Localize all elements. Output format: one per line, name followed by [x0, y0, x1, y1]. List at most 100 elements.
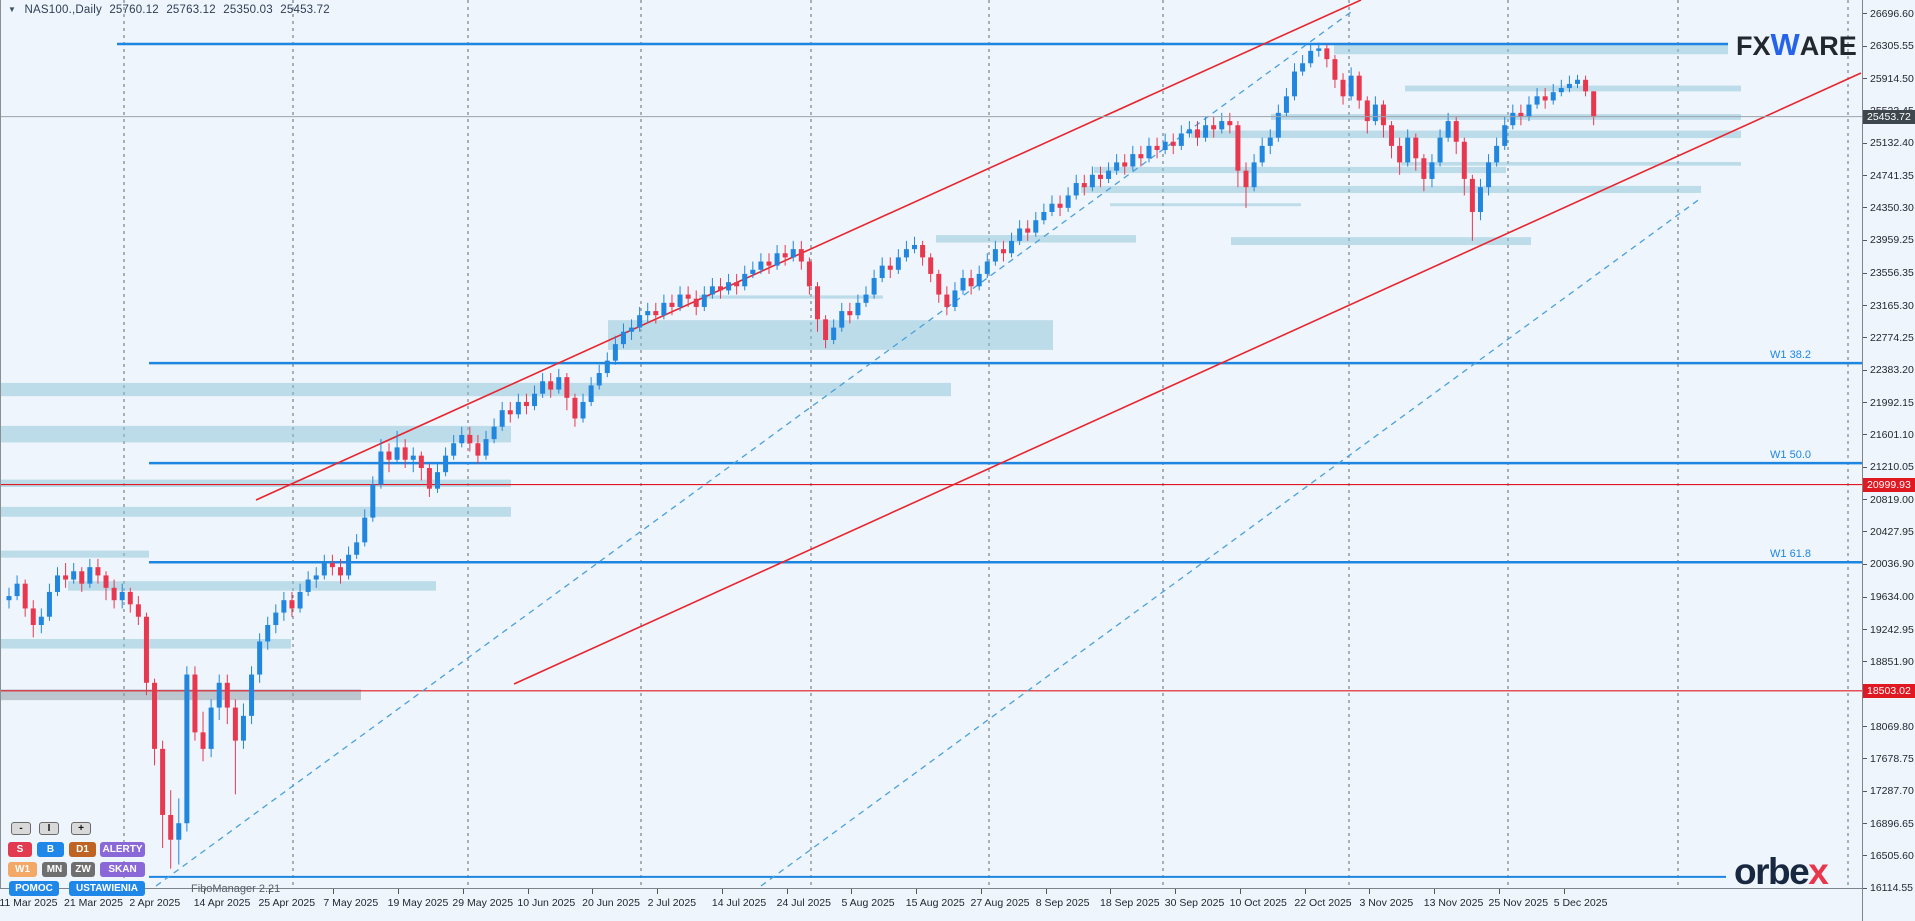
candle-body [1558, 88, 1564, 93]
candle-body [1283, 96, 1289, 113]
supply-demand-zone[interactable] [1094, 166, 1506, 174]
toolbar-button-pomoc[interactable]: POMOC [9, 881, 59, 896]
candle-body [871, 278, 877, 295]
dashed-trend-line[interactable] [760, 197, 1702, 887]
price-label: 20427.95 [1870, 525, 1914, 538]
price-axis[interactable]: 26696.6026305.5525914.5025523.4525132.40… [1862, 0, 1915, 921]
candle-body [823, 319, 829, 340]
date-tick [1434, 889, 1435, 894]
toolbar-button-zw[interactable]: ZW [71, 862, 95, 877]
candle-body [362, 517, 368, 543]
date-axis[interactable]: 11 Mar 2025 21 Mar 2025 2 Apr 2025 14 Apr 2… [0, 888, 1862, 921]
current-price-box: 25453.72 [1863, 109, 1915, 124]
candle-body [887, 265, 893, 270]
candle-body [782, 253, 788, 258]
candle-body [443, 455, 449, 473]
candle-body [281, 600, 287, 613]
supply-demand-zone[interactable] [1401, 161, 1741, 166]
date-tick [1564, 889, 1565, 894]
toolbar-button-skan[interactable]: SKAN [100, 862, 145, 877]
candle-body [370, 484, 376, 518]
candle-body [661, 302, 667, 316]
supply-demand-zone[interactable] [1191, 130, 1741, 139]
price-label: 26696.60 [1870, 7, 1914, 20]
trend-line[interactable] [513, 72, 1862, 685]
toolbar-button-mn[interactable]: MN [42, 862, 67, 877]
fxware-logo-w-icon: W [1770, 27, 1800, 62]
price-tick [1863, 564, 1867, 565]
candle-body [1300, 63, 1306, 72]
supply-demand-zone[interactable] [1, 550, 149, 558]
date-label: 10 Oct 2025 [1229, 897, 1287, 909]
candle-body [435, 472, 441, 489]
candle-body [451, 443, 457, 456]
candle-body [968, 278, 974, 287]
toolbar-button-ustawienia[interactable]: USTAWIENIA [69, 881, 145, 896]
candle-body [329, 563, 335, 568]
price-tick [1863, 273, 1867, 274]
candle-body [936, 273, 942, 295]
supply-demand-zone[interactable] [1, 425, 511, 443]
supply-demand-zone[interactable] [1110, 203, 1301, 207]
fib-line-label: W1 50.0 [1770, 449, 1811, 461]
candle-body [1211, 125, 1217, 130]
supply-demand-zone[interactable] [1, 689, 361, 701]
candle-body [46, 591, 52, 617]
candle-body [515, 401, 521, 415]
date-label: 8 Sep 2025 [1035, 897, 1090, 909]
date-label: 24 Jul 2025 [776, 897, 831, 909]
toolbar-button-[interactable]: - [11, 822, 31, 835]
candle-body [1510, 112, 1516, 126]
chart-canvas[interactable]: W1 38.2 W1 50.0 W1 61.8 [1, 0, 1863, 888]
candle-body [920, 245, 926, 258]
supply-demand-zone[interactable] [1405, 85, 1741, 92]
candle-body [556, 377, 562, 390]
candle-body [1275, 112, 1281, 138]
toolbar-button-[interactable]: + [71, 822, 91, 835]
supply-demand-zone[interactable] [1, 506, 511, 517]
symbol-dropdown-icon[interactable]: ▼ [8, 5, 17, 14]
supply-demand-zone[interactable] [68, 581, 436, 591]
candle-body [168, 814, 174, 840]
supply-demand-zone[interactable] [608, 320, 1053, 350]
candle-body [693, 298, 699, 307]
toolbar-button-b[interactable]: B [37, 842, 64, 857]
candle-body [1186, 129, 1192, 134]
candle-body [588, 385, 594, 402]
candle-body [273, 612, 279, 625]
supply-demand-zone[interactable] [699, 295, 883, 299]
candle-body [240, 715, 246, 741]
supply-demand-zone[interactable] [1, 382, 951, 397]
supply-demand-zone[interactable] [1231, 237, 1531, 246]
supply-demand-zone[interactable] [936, 235, 1136, 243]
candle-body [1413, 137, 1419, 159]
trend-line[interactable] [255, 0, 1362, 501]
toolbar-button-s[interactable]: S [8, 842, 32, 857]
toolbar-button-alerty[interactable]: ALERTY [100, 842, 145, 857]
candle-body [1445, 121, 1451, 138]
candle-body [1138, 154, 1144, 159]
toolbar-button-i[interactable]: I [39, 822, 59, 835]
supply-demand-zone[interactable] [1334, 43, 1728, 55]
candle-body [1178, 133, 1184, 146]
price-label: 19634.00 [1870, 591, 1914, 604]
price-label: 23959.25 [1870, 234, 1914, 247]
supply-demand-zone[interactable] [1, 479, 511, 488]
supply-demand-zone[interactable] [1081, 185, 1701, 193]
dashed-trend-line[interactable] [155, 11, 1352, 887]
candle-body [540, 381, 546, 394]
chart-area[interactable]: W1 38.2 W1 50.0 W1 61.8 ▼ NAS100.,Daily 25… [0, 0, 1863, 896]
date-label: 29 May 2025 [452, 897, 514, 909]
candle-body [38, 616, 44, 625]
toolbar-button-w1[interactable]: W1 [8, 862, 37, 877]
candle-body [580, 401, 586, 419]
candle-body [637, 315, 643, 328]
candle-body [1372, 104, 1378, 122]
candle-body [1097, 174, 1103, 179]
candle-body [1227, 121, 1233, 126]
date-tick [463, 889, 464, 894]
candle-body [1017, 228, 1023, 241]
date-label: 18 Sep 2025 [1099, 897, 1160, 909]
price-tick [1863, 337, 1867, 338]
toolbar-button-d1[interactable]: D1 [69, 842, 96, 857]
